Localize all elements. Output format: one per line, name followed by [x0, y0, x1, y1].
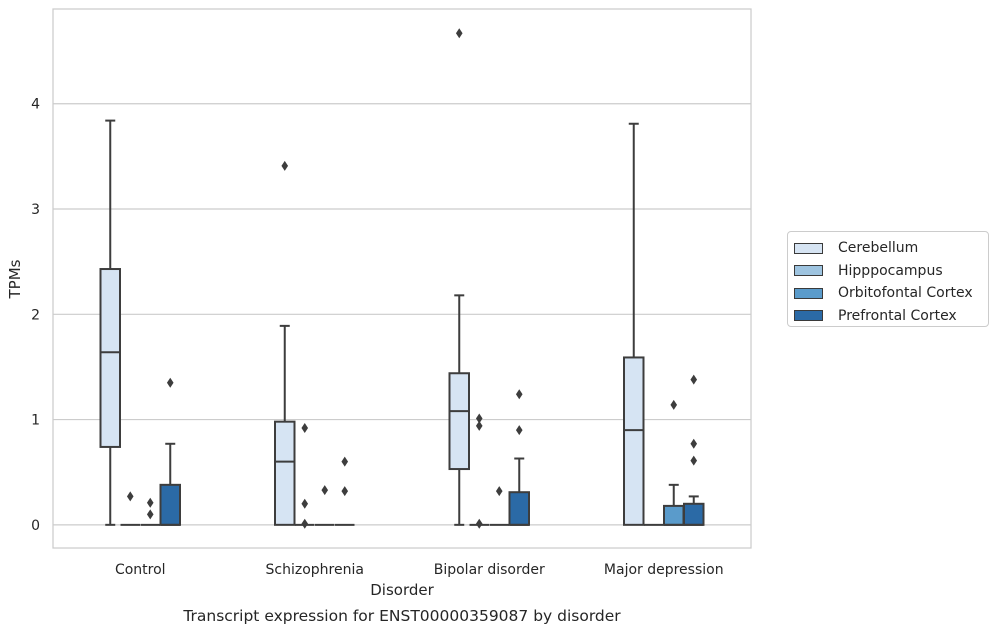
- legend-swatch: [794, 287, 823, 299]
- legend-item-2: Orbitofontal Cortex: [794, 282, 982, 305]
- legend-label: Cerebellum: [838, 240, 919, 257]
- box-2-0: [140, 497, 160, 526]
- outlier-point: [515, 425, 523, 436]
- outlier-point: [455, 28, 463, 39]
- box-3-0: [159, 377, 181, 526]
- x-tick-label-0: Control: [115, 562, 166, 578]
- box-body: [448, 372, 470, 471]
- outlier-point: [301, 498, 309, 509]
- x-tick-labels: Control Schizophrenia Bipolar disorder Majo…: [115, 562, 724, 578]
- box-2-3: [663, 399, 685, 526]
- grid-lines: [53, 103, 751, 526]
- y-tick-label-4: 4: [31, 97, 40, 113]
- legend-item-3: Prefrontal Cortex: [794, 305, 982, 328]
- box-0-1: [274, 160, 296, 526]
- box-body: [623, 356, 645, 526]
- box-2-1: [315, 485, 335, 526]
- outlier-point: [475, 518, 483, 529]
- outlier-point: [495, 486, 503, 497]
- y-tick-labels: 0 1 2 3 4: [31, 97, 40, 534]
- box-body: [99, 268, 121, 448]
- outlier-point: [166, 377, 174, 388]
- x-tick-label-3: Major depression: [604, 562, 724, 578]
- box-0-2: [448, 28, 470, 526]
- outlier-point: [146, 509, 154, 520]
- legend-swatch: [794, 310, 823, 322]
- y-tick-label-3: 3: [31, 202, 40, 218]
- box-body: [159, 483, 181, 526]
- box-1-2: [469, 413, 489, 529]
- chart-title: Transcript expression for ENST0000035908…: [182, 607, 621, 625]
- x-tick-label-1: Schizophrenia: [266, 562, 364, 578]
- box-1-0: [120, 491, 140, 526]
- legend-label: Hipppocampus: [838, 262, 943, 279]
- y-axis-label: TPMs: [6, 259, 24, 299]
- outlier-point: [301, 422, 309, 433]
- x-tick-label-2: Bipolar disorder: [434, 562, 545, 578]
- box-0-0: [99, 119, 121, 526]
- x-axis-label: Disorder: [370, 581, 434, 599]
- outlier-point: [670, 399, 678, 410]
- outlier-point: [301, 518, 309, 529]
- outlier-point: [475, 420, 483, 431]
- box-3-1: [335, 456, 355, 526]
- box-body: [683, 502, 705, 526]
- plot-frame: [52, 8, 752, 549]
- outlier-point: [690, 438, 698, 449]
- outlier-point: [690, 455, 698, 466]
- legend-label: Prefrontal Cortex: [838, 307, 957, 324]
- outlier-point: [341, 486, 349, 497]
- y-tick-label-1: 1: [31, 413, 40, 429]
- box-body: [663, 504, 685, 526]
- outlier-point: [475, 413, 483, 424]
- box-3-2: [508, 389, 530, 526]
- plot-series: [99, 28, 705, 529]
- box-2-2: [489, 486, 509, 526]
- outlier-point: [126, 491, 134, 502]
- outlier-point: [341, 456, 349, 467]
- y-tick-label-2: 2: [31, 307, 40, 323]
- legend: Cerebellum Hipppocampus Orbitofontal Corte…: [787, 231, 989, 327]
- legend-label: Orbitofontal Cortex: [838, 285, 973, 302]
- box-3-3: [683, 374, 705, 526]
- outlier-point: [690, 374, 698, 385]
- legend-item-1: Hipppocampus: [794, 260, 982, 283]
- box-0-3: [623, 122, 645, 526]
- y-tick-label-0: 0: [31, 518, 40, 534]
- legend-swatch: [794, 242, 823, 254]
- outlier-point: [321, 485, 329, 496]
- box-1-1: [295, 422, 315, 529]
- outlier-point: [146, 497, 154, 508]
- outlier-point: [281, 160, 289, 171]
- legend-item-0: Cerebellum: [794, 237, 982, 260]
- legend-swatch: [794, 265, 823, 277]
- outlier-point: [515, 389, 523, 400]
- box-body: [274, 420, 296, 526]
- box-body: [508, 491, 530, 526]
